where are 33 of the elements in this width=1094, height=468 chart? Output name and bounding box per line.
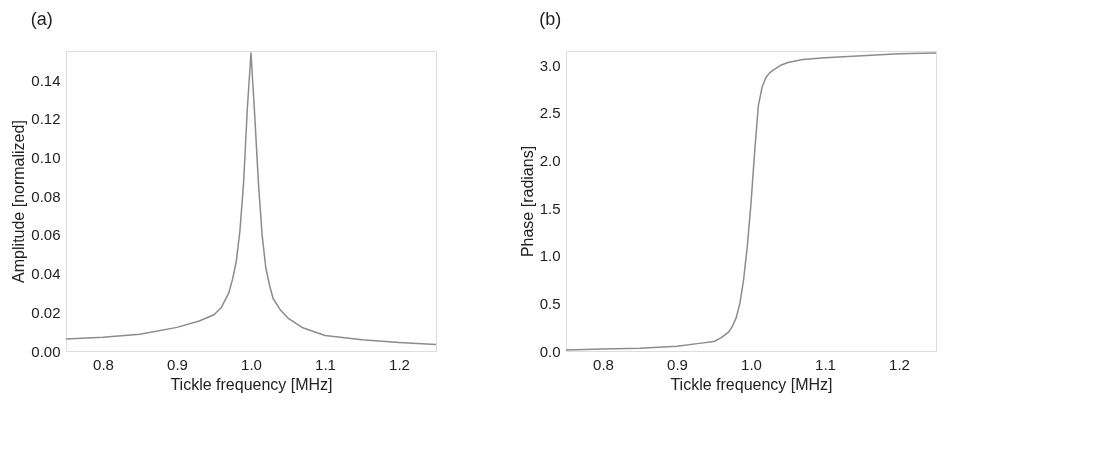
y-tick-label: 3.0 [539, 56, 561, 74]
x-tick-label: 1.2 [889, 355, 910, 373]
x-tick-label: 1.2 [389, 355, 410, 373]
x-tick-label: 0.9 [667, 355, 688, 373]
y-tick-label: 2.5 [539, 104, 561, 122]
y-tick-label: 0.14 [31, 71, 61, 89]
y-tick-label: 0.0 [539, 342, 561, 360]
x-tick-label: 1.1 [315, 355, 336, 373]
chart-title: (b) [539, 9, 562, 29]
x-tick-label: 1.1 [815, 355, 836, 373]
x-tick-label: 0.9 [167, 355, 188, 373]
y-tick-label: 0.02 [31, 303, 61, 321]
y-tick-label: 0.06 [31, 226, 61, 244]
y-axis-title: Amplitude [normalized] [10, 120, 28, 283]
y-axis-title: Phase [radians] [518, 145, 536, 258]
y-tick-label: 0.12 [31, 110, 61, 128]
y-tick-label: 0.00 [31, 342, 61, 360]
x-axis-title: Tickle frequency [MHz] [170, 375, 333, 393]
y-tick-label: 0.08 [31, 187, 61, 205]
line-series [65, 52, 437, 346]
x-tick-label: 0.8 [93, 355, 114, 373]
y-tick-label: 0.5 [539, 294, 561, 312]
y-tick-label: 0.04 [31, 265, 61, 283]
y-tick-label: 1.0 [539, 247, 561, 265]
x-tick-label: 1.0 [241, 355, 262, 373]
x-tick-label: 0.8 [593, 355, 614, 373]
x-tick-label: 1.0 [741, 355, 762, 373]
chart-title: (a) [30, 9, 53, 29]
y-tick-label: 2.0 [539, 152, 561, 170]
y-tick-label: 1.5 [539, 199, 561, 217]
line-series [565, 52, 937, 351]
y-tick-label: 0.10 [31, 148, 61, 166]
x-axis-title: Tickle frequency [MHz] [670, 375, 833, 393]
